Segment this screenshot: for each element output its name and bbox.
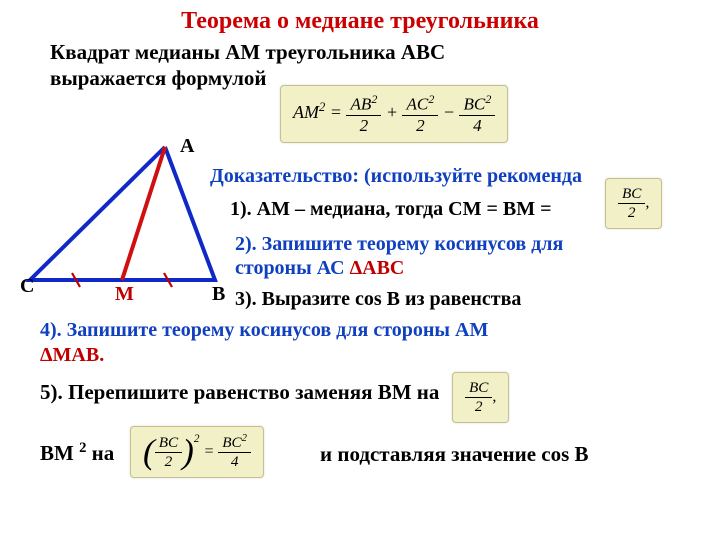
step-2b: стороны АС [235,257,350,279]
term-1: AB22 [346,92,381,136]
triangle-figure: А В С М [20,135,235,295]
intro-text: Квадрат медианы АМ треугольника АВС выра… [0,35,720,92]
step-2a: 2). Запишите теорему косинусов для [235,233,563,255]
plus-1: + [386,102,403,122]
step-4: 4). Запишите теорему косинусов для сторо… [40,318,488,368]
page-title: Теорема о медиане треугольника [0,0,720,35]
step-4a: 4). Запишите теорему косинусов для сторо… [40,319,488,341]
label-c: С [20,275,34,298]
bc-half-box-1: BC2, [605,178,662,229]
term-2: AC22 [402,92,438,136]
step-5: 5). Перепишите равенство заменяя ВМ на [40,380,439,405]
cos-b-end: и подставляя значение cos B [320,442,589,467]
bc-half-box-2: BC2, [452,372,509,423]
minus-1: − [443,102,460,122]
label-a: А [180,135,194,158]
label-b: В [212,283,225,306]
intro-line1: Квадрат медианы АМ треугольника АВС [50,40,445,64]
step-4b: ΔМАВ. [40,344,104,366]
bc-squared-box: (BC2)2 = BC24 [130,426,264,478]
step-3: 3). Выразите cos B из равенства [235,288,521,311]
step-1: 1). АМ – медиана, тогда СМ = ВМ = [230,198,551,221]
main-formula-box: AM2 = AB22 + AC22 − BC24 [280,85,508,143]
bm-line: ВМ 2 на [40,440,114,466]
label-m: М [115,283,134,306]
bm-exp: 2 [79,440,86,456]
bm-na: на [92,441,115,465]
triangle-svg [20,135,235,295]
triangle-outline [30,147,215,280]
term-3: BC24 [459,92,495,136]
bm-label: ВМ [40,441,74,465]
step-2: 2). Запишите теорему косинусов для сторо… [235,232,563,280]
intro-line2: выражается формулой [50,66,267,90]
step-2-tri: ΔАВС [350,257,405,279]
formula-lhs: AM2 = [293,102,346,122]
proof-label: Доказательство: (используйте рекоменда [210,165,582,188]
